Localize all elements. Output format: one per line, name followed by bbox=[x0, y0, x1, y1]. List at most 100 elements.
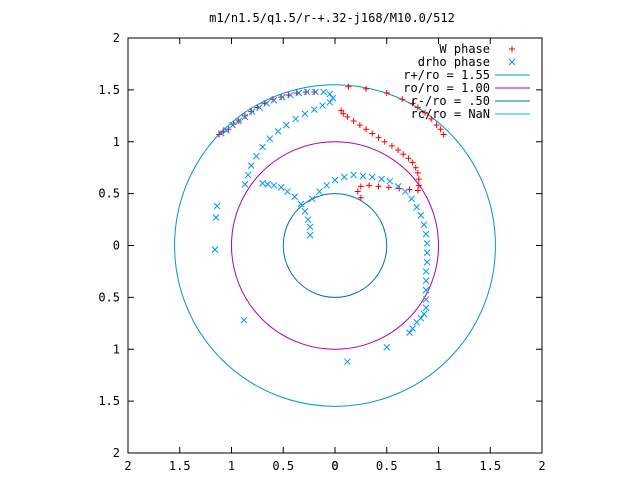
drho-phase-point bbox=[311, 88, 319, 96]
chart-title: m1/n1.5/q1.5/r-+.32-j168/M10.0/512 bbox=[209, 11, 455, 25]
w-phase-point bbox=[409, 100, 416, 107]
w-phase-point bbox=[437, 126, 444, 133]
drho-phase-point bbox=[301, 207, 309, 215]
drho-phase-point bbox=[274, 128, 282, 135]
x-tick-label: 1.5 bbox=[479, 459, 501, 473]
drho-phase-point bbox=[383, 343, 391, 351]
drho-phase-point bbox=[413, 203, 421, 211]
drho-phase-point bbox=[422, 230, 430, 238]
drho-phase-point bbox=[283, 121, 290, 129]
plot-curves bbox=[174, 84, 496, 407]
w-phase-point bbox=[415, 176, 422, 183]
drho-phase-point bbox=[368, 173, 376, 181]
radius-circle bbox=[231, 141, 439, 350]
drho-phase-point bbox=[292, 115, 300, 123]
x-tick-label: 1 bbox=[228, 459, 235, 473]
drho-phase-point bbox=[508, 58, 516, 66]
x-tick-label: 1.5 bbox=[169, 459, 191, 473]
w-phase-point bbox=[369, 130, 376, 137]
drho-phase-point bbox=[329, 94, 337, 102]
drho-phase-point bbox=[241, 113, 249, 121]
drho-phase-point bbox=[259, 179, 266, 187]
w-phase-point bbox=[350, 118, 357, 124]
drho-phase-point bbox=[263, 100, 271, 107]
drho-phase-point bbox=[304, 216, 312, 223]
drho-phase-point bbox=[316, 188, 323, 195]
drho-phase-point bbox=[386, 177, 394, 185]
w-phase-point bbox=[414, 187, 421, 194]
legend-label: r+/ro = 1.55 bbox=[403, 68, 490, 82]
legend-label: ro/ro = 1.00 bbox=[403, 81, 490, 95]
w-phase-point bbox=[345, 83, 352, 90]
x-tick-label: 0.5 bbox=[376, 459, 398, 473]
w-phase-point bbox=[225, 126, 232, 133]
w-phase-point bbox=[381, 138, 388, 145]
w-phase-point bbox=[354, 188, 361, 195]
plot-marks bbox=[211, 83, 447, 366]
drho-phase-point bbox=[277, 184, 285, 191]
w-phase-point bbox=[422, 109, 429, 116]
y-tick-label: 0.5 bbox=[98, 187, 120, 201]
w-phase-point bbox=[303, 88, 310, 95]
drho-phase-point bbox=[247, 162, 255, 169]
drho-phase-series bbox=[211, 88, 431, 366]
x-tick-label: 2 bbox=[538, 459, 545, 473]
drho-phase-point bbox=[423, 240, 431, 247]
y-tick-label: 1.5 bbox=[98, 83, 120, 97]
y-tick-label: 2 bbox=[113, 31, 120, 45]
drho-phase-point bbox=[422, 304, 430, 312]
w-phase-point bbox=[278, 94, 285, 101]
w-phase-point bbox=[311, 88, 318, 95]
w-phase-point bbox=[412, 164, 419, 171]
w-phase-point bbox=[428, 115, 435, 122]
w-phase-point bbox=[356, 122, 363, 129]
axis-ticks bbox=[127, 37, 543, 454]
y-tick-label: 1.5 bbox=[98, 394, 120, 408]
drho-phase-point bbox=[420, 221, 428, 229]
w-phase-point bbox=[357, 183, 364, 190]
y-tick-label: 0 bbox=[113, 239, 120, 253]
drho-phase-point bbox=[422, 296, 430, 303]
drho-phase-point bbox=[295, 89, 303, 97]
drho-phase-point bbox=[240, 316, 248, 324]
w-phase-point bbox=[241, 112, 248, 119]
drho-phase-point bbox=[284, 188, 291, 195]
drho-phase-point bbox=[229, 121, 236, 129]
w-phase-point bbox=[414, 104, 421, 111]
drho-phase-point bbox=[417, 212, 425, 219]
drho-phase-point bbox=[212, 214, 220, 221]
drho-phase-point bbox=[278, 93, 286, 101]
drho-phase-point bbox=[423, 249, 431, 257]
w-phase-point bbox=[388, 142, 395, 149]
drho-phase-point bbox=[420, 310, 428, 318]
drho-phase-point bbox=[270, 96, 278, 104]
drho-phase-point bbox=[297, 200, 305, 208]
drho-phase-point bbox=[422, 277, 430, 285]
w-phase-point bbox=[383, 89, 390, 96]
w-phase-point bbox=[366, 182, 373, 189]
legend-label: drho phase bbox=[418, 55, 490, 69]
radius-circle bbox=[174, 84, 496, 407]
w-phase-point bbox=[385, 184, 392, 191]
drho-phase-point bbox=[320, 88, 327, 96]
drho-phase-point bbox=[306, 223, 314, 231]
drho-phase-point bbox=[244, 171, 252, 179]
drho-phase-point bbox=[252, 152, 260, 160]
w-phase-point bbox=[338, 107, 345, 114]
w-phase-point bbox=[363, 126, 370, 133]
w-phase-point bbox=[433, 122, 440, 129]
drho-phase-point bbox=[217, 130, 225, 137]
w-phase-point bbox=[414, 169, 421, 176]
x-tick-label: 1 bbox=[435, 459, 442, 473]
w-phase-point bbox=[344, 113, 351, 120]
drho-phase-point bbox=[235, 117, 243, 125]
w-phase-point bbox=[375, 134, 382, 141]
y-tick-label: 0.5 bbox=[98, 290, 120, 304]
drho-phase-point bbox=[306, 231, 314, 239]
drho-phase-point bbox=[319, 102, 326, 109]
drho-phase-point bbox=[402, 188, 409, 195]
drho-phase-point bbox=[409, 325, 416, 332]
drho-phase-point bbox=[359, 172, 367, 180]
